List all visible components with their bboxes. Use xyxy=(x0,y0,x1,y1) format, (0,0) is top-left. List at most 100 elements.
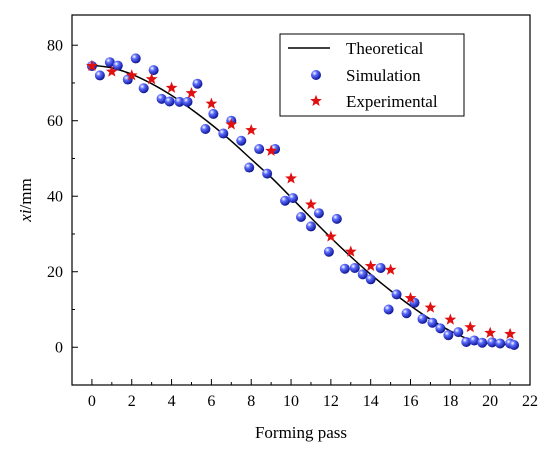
simulation-point xyxy=(339,263,350,274)
x-tick-label: 22 xyxy=(522,393,538,410)
simulation-point xyxy=(244,162,255,173)
legend-simulation-swatch xyxy=(311,70,321,80)
y-tick-label: 80 xyxy=(47,38,63,55)
simulation-point xyxy=(331,213,342,224)
simulation-point xyxy=(200,124,211,135)
x-tick-label: 10 xyxy=(283,393,299,410)
experimental-point xyxy=(105,65,118,77)
simulation-point xyxy=(305,221,316,232)
x-tick-label: 12 xyxy=(323,393,339,410)
simulation-point xyxy=(477,337,488,348)
legend: Theoretical Simulation Experimental xyxy=(279,33,465,117)
y-tick-label: 20 xyxy=(47,264,63,281)
x-tick-label: 2 xyxy=(128,393,136,410)
experimental-point xyxy=(305,198,317,210)
y-axis-label-variable: xi xyxy=(16,209,35,223)
simulation-point xyxy=(509,339,520,350)
experimental-point xyxy=(285,172,297,184)
x-tick-label: 16 xyxy=(403,393,419,410)
x-axis-label: Forming pass xyxy=(255,423,347,442)
simulation-point xyxy=(296,211,306,222)
series-layer xyxy=(86,53,520,350)
experimental-point xyxy=(404,291,417,304)
simulation-point xyxy=(357,269,368,280)
axis-ticks xyxy=(71,44,531,385)
simulation-point xyxy=(192,78,203,89)
y-tick-label: 60 xyxy=(47,113,63,130)
x-tick-label: 18 xyxy=(442,393,458,410)
simulation-point xyxy=(104,57,115,68)
simulation-point xyxy=(254,144,265,155)
simulation-point xyxy=(262,168,273,179)
simulation-point xyxy=(313,208,324,219)
simulation-point xyxy=(218,128,229,139)
legend-experimental-swatch xyxy=(310,94,322,107)
y-tick-label: 40 xyxy=(47,189,63,206)
experimental-point xyxy=(384,263,397,275)
experimental-point xyxy=(245,123,258,136)
experimental-point xyxy=(364,259,377,272)
experimental-point xyxy=(86,59,98,71)
x-tick-label: 20 xyxy=(482,393,498,410)
simulation-point xyxy=(236,135,247,146)
simulation-point xyxy=(164,96,175,107)
legend-theoretical-label: Theoretical xyxy=(346,39,424,58)
experimental-point xyxy=(324,230,337,242)
experimental-point xyxy=(165,81,178,93)
simulation-point xyxy=(280,195,291,206)
x-tick-label: 4 xyxy=(168,393,176,410)
y-axis-label-unit: /mm xyxy=(16,178,35,209)
experimental-point xyxy=(464,321,477,333)
simulation-point xyxy=(365,274,376,285)
simulation-point xyxy=(323,246,334,257)
y-tick-label: 0 xyxy=(55,340,63,357)
experimental-point xyxy=(344,245,357,257)
simulation-point xyxy=(391,289,402,300)
simulation-point xyxy=(417,313,428,324)
x-tick-label: 6 xyxy=(207,393,215,410)
experimental-point xyxy=(265,144,278,156)
x-tick-label: 14 xyxy=(363,393,379,410)
experimental-point xyxy=(484,326,497,338)
simulation-point xyxy=(174,96,185,107)
simulation-point xyxy=(182,96,193,107)
simulation-point xyxy=(156,93,167,104)
experimental-point xyxy=(444,313,457,325)
x-tick-labels: 0 2 4 6 8 10 12 14 16 18 20 22 xyxy=(88,393,538,410)
y-tick-labels: 0 20 40 60 80 xyxy=(47,38,63,357)
simulation-point xyxy=(208,108,219,119)
simulation-point xyxy=(130,53,141,64)
simulation-point xyxy=(148,65,159,76)
experimental-point xyxy=(145,72,158,85)
simulation-point xyxy=(138,83,149,94)
experimental-point xyxy=(205,97,218,109)
experimental-point xyxy=(185,86,198,99)
simulation-point xyxy=(443,330,454,341)
plot-area-frame xyxy=(71,14,531,386)
legend-simulation-label: Simulation xyxy=(346,66,421,85)
simulation-point xyxy=(427,317,438,328)
simulation-point xyxy=(487,337,498,348)
simulation-point xyxy=(112,60,123,71)
experimental-point xyxy=(225,118,238,130)
simulation-point xyxy=(453,327,464,338)
simulation-point xyxy=(288,193,299,204)
simulation-point xyxy=(461,336,472,347)
x-tick-label: 0 xyxy=(88,393,96,410)
legend-box xyxy=(279,33,465,117)
simulation-point xyxy=(401,308,412,319)
y-axis-label: xi/mm xyxy=(16,178,35,222)
simulation-point xyxy=(495,338,506,349)
simulation-point xyxy=(469,335,480,346)
legend-experimental-label: Experimental xyxy=(346,92,438,111)
simulation-point xyxy=(375,262,386,273)
experimental-point xyxy=(424,301,437,313)
simulation-point xyxy=(383,304,394,315)
experimental-point xyxy=(504,327,516,340)
experimental-point xyxy=(125,69,138,81)
simulation-point xyxy=(435,323,446,334)
simulation-point xyxy=(349,262,360,273)
x-tick-label: 8 xyxy=(247,393,255,410)
simulation-point xyxy=(94,70,105,81)
